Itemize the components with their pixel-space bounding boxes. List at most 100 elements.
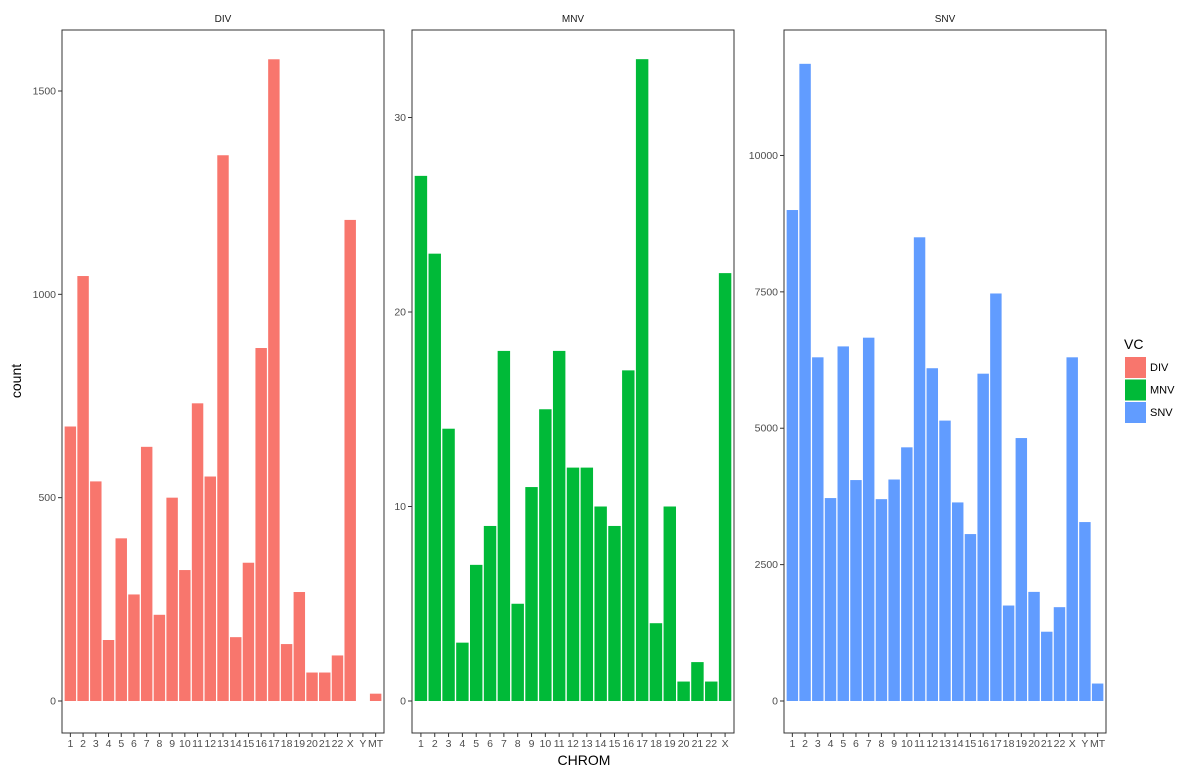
x-tick-label: 5 <box>840 738 846 750</box>
x-tick-label: 15 <box>609 738 621 750</box>
bar-snv-chr3 <box>812 357 824 701</box>
x-tick-label: 22 <box>705 738 717 750</box>
y-tick-label: 30 <box>394 112 406 124</box>
bar-mnv-chr5 <box>469 564 483 701</box>
x-tick-label: 15 <box>243 738 255 750</box>
x-tick-label: X <box>347 738 354 750</box>
bar-snv-chr19 <box>1015 438 1028 701</box>
bar-snv-chr1 <box>786 210 799 701</box>
x-tick-label: 17 <box>990 738 1002 750</box>
x-tick-label: 18 <box>1003 738 1015 750</box>
bar-snv-chr2 <box>799 63 811 702</box>
bar-mnv-chr19 <box>663 506 677 701</box>
x-tick-label: 14 <box>595 738 607 750</box>
bar-div-chr7 <box>140 446 153 701</box>
panel-title: DIV <box>215 14 232 25</box>
x-tick-label: 13 <box>581 738 593 750</box>
bar-div-chr4 <box>102 640 115 701</box>
bar-snv-chr21 <box>1041 631 1053 701</box>
bar-mnv-chr16 <box>622 370 635 701</box>
bar-div-chrmt <box>369 693 382 701</box>
bar-snv-chr18 <box>1002 605 1015 701</box>
bar-div-chr22 <box>331 655 344 701</box>
x-tick-label: 22 <box>332 738 344 750</box>
x-tick-label: 1 <box>789 738 795 750</box>
x-tick-label: 8 <box>878 738 884 750</box>
x-tick-label: 3 <box>93 738 99 750</box>
x-tick-label: 17 <box>268 738 280 750</box>
legend-label-snv: SNV <box>1150 407 1173 419</box>
x-tick-label: 21 <box>319 738 331 750</box>
x-tick-label: 18 <box>650 738 662 750</box>
x-tick-label: 21 <box>692 738 704 750</box>
x-tick-label: 4 <box>459 738 465 750</box>
x-tick-label: 6 <box>487 738 493 750</box>
x-tick-label: 20 <box>678 738 690 750</box>
panel-title: MNV <box>562 14 585 25</box>
x-tick-label: 9 <box>529 738 535 750</box>
bar-snv-chr12 <box>926 368 939 701</box>
bar-div-chr8 <box>153 614 166 701</box>
x-tick-label: 10 <box>179 738 191 750</box>
x-tick-label: 2 <box>432 738 438 750</box>
x-tick-label: 11 <box>554 738 565 750</box>
bar-mnv-chr13 <box>580 467 594 701</box>
x-tick-label: 13 <box>939 738 951 750</box>
bar-div-chr6 <box>128 594 140 701</box>
bar-snv-chr6 <box>850 480 862 701</box>
bar-mnv-chr18 <box>649 623 663 701</box>
legend-key-snv <box>1125 402 1146 423</box>
x-tick-label: 19 <box>664 738 676 750</box>
bar-snv-chr13 <box>939 420 951 701</box>
bar-snv-chrmt <box>1091 683 1104 701</box>
x-tick-label: 17 <box>636 738 648 750</box>
bar-mnv-chr1 <box>414 175 428 701</box>
x-axis-title: CHROM <box>558 752 611 768</box>
bar-mnv-chr17 <box>635 59 649 702</box>
x-tick-label: Y <box>1081 738 1088 750</box>
x-tick-label: MT <box>368 738 384 750</box>
bar-snv-chrx <box>1066 357 1078 701</box>
bar-snv-chr7 <box>862 337 875 701</box>
bar-div-chr11 <box>191 403 204 701</box>
x-tick-label: Y <box>359 738 366 750</box>
bar-snv-chr4 <box>824 498 837 701</box>
bar-snv-chr11 <box>913 237 926 701</box>
x-tick-label: 3 <box>446 738 452 750</box>
x-tick-label: 16 <box>255 738 267 750</box>
x-tick-label: 5 <box>118 738 124 750</box>
bar-snv-chr9 <box>888 479 900 701</box>
bar-div-chr9 <box>166 497 178 701</box>
x-tick-label: 11 <box>914 738 925 750</box>
bar-mnv-chr3 <box>442 428 455 701</box>
y-tick-label: 20 <box>394 307 406 319</box>
x-tick-label: 21 <box>1041 738 1053 750</box>
legend-key-div <box>1125 357 1146 378</box>
x-tick-label: 4 <box>828 738 834 750</box>
x-tick-label: 4 <box>106 738 112 750</box>
x-tick-label: 6 <box>853 738 859 750</box>
bar-mnv-chr14 <box>594 506 607 701</box>
x-tick-label: 22 <box>1054 738 1066 750</box>
bar-mnv-chr22 <box>705 681 718 701</box>
bar-mnv-chrx <box>718 273 732 701</box>
x-tick-label: 5 <box>473 738 479 750</box>
bar-mnv-chr10 <box>539 409 552 701</box>
panel-title: SNV <box>935 14 956 25</box>
y-tick-label: 10 <box>394 501 406 513</box>
bar-div-chr16 <box>255 348 267 701</box>
bar-div-chr1 <box>64 426 77 701</box>
bar-div-chr17 <box>268 59 280 701</box>
x-tick-label: X <box>1069 738 1076 750</box>
bar-div-chr3 <box>90 481 102 701</box>
x-tick-label: 1 <box>418 738 424 750</box>
y-axis-title: count <box>8 364 24 398</box>
x-tick-label: 10 <box>540 738 552 750</box>
x-tick-label: 10 <box>901 738 913 750</box>
y-tick-label: 500 <box>38 492 56 504</box>
bar-div-chr2 <box>77 276 89 701</box>
legend-title: VC <box>1124 336 1143 352</box>
x-tick-label: 16 <box>977 738 989 750</box>
bar-div-chr15 <box>242 562 255 701</box>
